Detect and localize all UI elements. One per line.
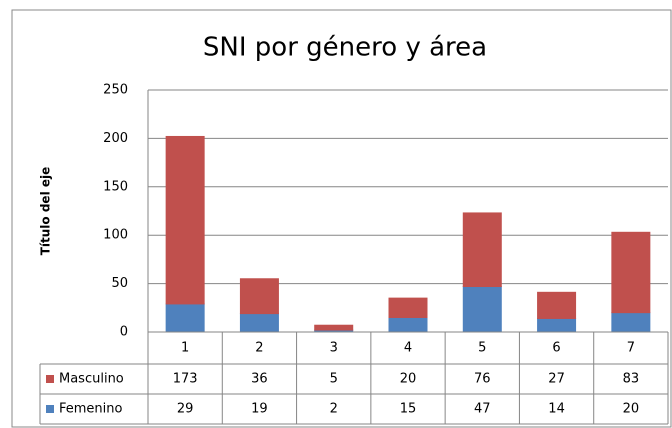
- x-tick-label: 6: [552, 341, 560, 356]
- table-value: 83: [623, 372, 640, 387]
- bar-segment: [462, 212, 502, 288]
- bar-segment: [165, 135, 205, 305]
- table-value: 19: [251, 402, 268, 417]
- x-tick-label: 7: [627, 341, 635, 356]
- bar-segment: [611, 231, 651, 314]
- table-value: 76: [474, 372, 491, 387]
- table-value: 20: [623, 402, 640, 417]
- legend-label: Femenino: [59, 402, 123, 417]
- bar-segment: [611, 312, 651, 333]
- x-tick-label: 5: [478, 341, 486, 356]
- y-tick-label: 50: [111, 276, 128, 291]
- bar-segment: [462, 286, 502, 333]
- table-value: 27: [548, 372, 565, 387]
- bar-segment: [314, 324, 354, 331]
- bar-segment: [537, 291, 577, 319]
- table-value: 15: [400, 402, 417, 417]
- table-value: 29: [177, 402, 194, 417]
- bar-segment: [239, 313, 279, 333]
- legend-key: [46, 405, 54, 413]
- y-tick-label: 200: [103, 131, 128, 146]
- bar-segment: [388, 297, 428, 318]
- table-value: 2: [330, 402, 338, 417]
- legend-key: [46, 375, 54, 383]
- bar-segment: [165, 303, 205, 333]
- x-tick-label: 2: [255, 341, 263, 356]
- chart-title: SNI por género y área: [203, 33, 487, 63]
- table-value: 47: [474, 402, 491, 417]
- chart-border: [11, 9, 672, 428]
- x-tick-label: 3: [330, 341, 338, 356]
- bar-segment: [388, 316, 428, 333]
- y-tick-label: 150: [103, 179, 128, 194]
- y-tick-label: 0: [120, 325, 128, 340]
- x-tick-label: 4: [404, 341, 412, 356]
- y-tick-label: 250: [103, 83, 128, 98]
- y-tick-label: 100: [103, 228, 128, 243]
- x-tick-label: 1: [181, 341, 189, 356]
- table-value: 36: [251, 372, 268, 387]
- table-value: 5: [330, 372, 338, 387]
- y-axis-label: Título del eje: [39, 167, 53, 256]
- legend-label: Masculino: [59, 372, 124, 387]
- bar-segment: [239, 278, 279, 315]
- table-value: 14: [548, 402, 565, 417]
- table-value: 20: [400, 372, 417, 387]
- table-value: 173: [173, 372, 198, 387]
- bar-segment: [537, 317, 577, 333]
